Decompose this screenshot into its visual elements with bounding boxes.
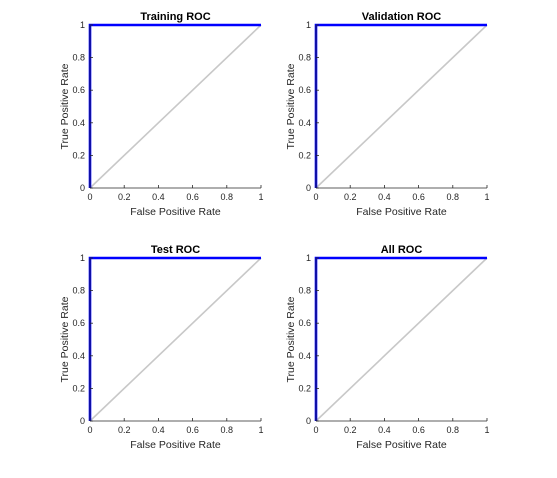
y-tick-label: 0.4 [298, 351, 311, 361]
x-tick-label: 0.4 [378, 425, 391, 435]
x-axis-label: False Positive Rate [356, 439, 447, 451]
x-tick-label: 1 [258, 425, 263, 435]
y-tick-label: 0.8 [72, 53, 85, 63]
x-tick-label: 0 [313, 425, 318, 435]
chart-title: Training ROC [140, 11, 210, 23]
x-tick-label: 0 [87, 192, 92, 202]
x-tick-label: 0.8 [447, 425, 460, 435]
y-axis-label: True Positive Rate [59, 63, 71, 149]
x-axis-label: False Positive Rate [130, 439, 221, 451]
x-tick-label: 0.6 [186, 192, 199, 202]
y-axis-label: True Positive Rate [285, 296, 297, 382]
y-tick-label: 0.4 [72, 351, 85, 361]
x-tick-label: 0 [313, 192, 318, 202]
y-tick-label: 0.8 [298, 53, 311, 63]
y-tick-label: 0.8 [298, 286, 311, 296]
x-tick-label: 0.6 [186, 425, 199, 435]
x-tick-label: 0.2 [118, 192, 131, 202]
x-tick-label: 0.8 [221, 192, 234, 202]
x-tick-label: 1 [484, 425, 489, 435]
x-tick-label: 0.2 [344, 425, 357, 435]
x-tick-label: 0.4 [378, 192, 391, 202]
diagonal-reference-line [89, 257, 262, 422]
x-tick-label: 0.6 [412, 192, 425, 202]
x-tick-label: 0.8 [447, 192, 460, 202]
x-tick-label: 0.6 [412, 425, 425, 435]
y-tick-label: 0.4 [298, 118, 311, 128]
y-tick-label: 0.6 [72, 85, 85, 95]
chart-title: All ROC [381, 244, 423, 256]
y-tick-label: 0 [306, 183, 311, 193]
y-tick-label: 0 [80, 183, 85, 193]
x-tick-label: 0.2 [118, 425, 131, 435]
y-tick-label: 0.6 [72, 318, 85, 328]
y-tick-label: 0.8 [72, 286, 85, 296]
x-axis-label: False Positive Rate [130, 206, 221, 218]
y-tick-label: 0.2 [298, 383, 311, 393]
y-axis-label: True Positive Rate [285, 63, 297, 149]
y-axis-label: True Positive Rate [59, 296, 71, 382]
x-tick-label: 1 [258, 192, 263, 202]
x-axis-label: False Positive Rate [356, 206, 447, 218]
roc-subplot-2: Validation ROC 0 0.2 0.4 0.6 0.8 1 0 0.2 0.4 0.6 0.… [285, 11, 490, 218]
x-tick-label: 0.2 [344, 192, 357, 202]
y-tick-label: 0.4 [72, 118, 85, 128]
y-tick-label: 1 [306, 20, 311, 30]
y-tick-label: 0 [306, 416, 311, 426]
chart-title: Test ROC [151, 244, 200, 256]
y-tick-label: 1 [306, 253, 311, 263]
y-tick-label: 0.6 [298, 318, 311, 328]
roc-subplot-1: Training ROC 0 0.2 0.4 0.6 0.8 1 0 0.2 0.4 0.6 0.8 1… [59, 11, 264, 218]
y-tick-label: 0.2 [72, 383, 85, 393]
chart-title: Validation ROC [362, 11, 442, 23]
y-tick-label: 0.6 [298, 85, 311, 95]
x-tick-label: 0.4 [152, 192, 165, 202]
y-tick-label: 0.2 [298, 150, 311, 160]
x-tick-label: 0.8 [221, 425, 234, 435]
y-tick-label: 0 [80, 416, 85, 426]
y-tick-label: 0.2 [72, 150, 85, 160]
roc-subplot-3: Test ROC 0 0.2 0.4 0.6 0.8 1 0 0.2 0.4 0.6 0.8 1 Fals… [59, 244, 264, 451]
x-tick-label: 1 [484, 192, 489, 202]
roc-subplot-4: All ROC 0 0.2 0.4 0.6 0.8 1 0 0.2 0.4 0.6 0.8 1 False… [285, 244, 490, 451]
y-tick-label: 1 [80, 253, 85, 263]
diagonal-reference-line [315, 24, 488, 189]
y-tick-label: 1 [80, 20, 85, 30]
x-tick-label: 0.4 [152, 425, 165, 435]
diagonal-reference-line [89, 24, 262, 189]
x-tick-label: 0 [87, 425, 92, 435]
diagonal-reference-line [315, 257, 488, 422]
